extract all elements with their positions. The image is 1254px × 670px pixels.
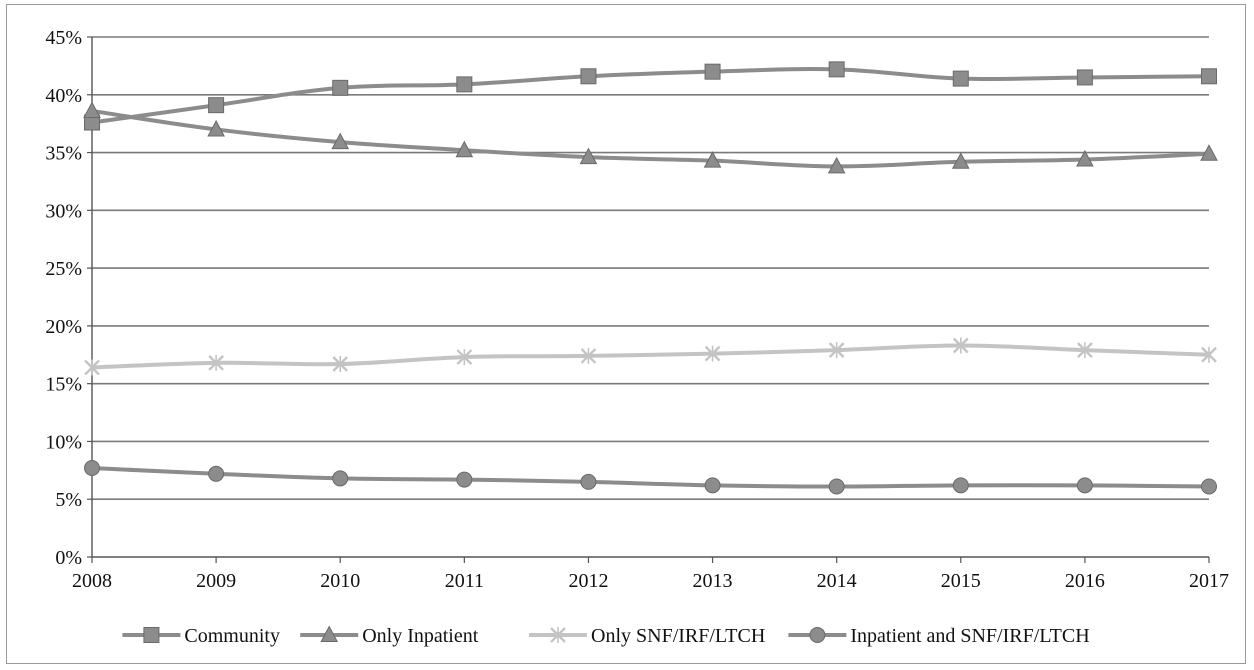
series-line-only-snf-irf-ltch [91, 343, 1210, 370]
series-community [84, 61, 1217, 131]
data-point-only-snf-irf-ltch [828, 342, 845, 359]
data-point-only-inpatient [1200, 144, 1218, 161]
series-layer [83, 61, 1218, 495]
x-tick-label: 2008 [72, 570, 112, 592]
y-tick-label: 30% [45, 200, 82, 222]
x-tick-label: 2016 [1065, 570, 1105, 592]
legend-label: Inpatient and SNF/IRF/LTCH [850, 625, 1089, 647]
data-point-only-inpatient [455, 140, 474, 158]
legend-label: Only Inpatient [362, 625, 479, 647]
series-inpatient-and-snf-irf-ltch [84, 460, 1217, 495]
legend-item-community: Community [122, 625, 280, 647]
data-point-inpatient-and-snf-irf-ltch [580, 473, 597, 490]
series-line-community [91, 67, 1210, 125]
x-tick-label: 2013 [693, 570, 733, 592]
data-point-only-snf-irf-ltch [84, 359, 100, 376]
data-point-community [1201, 68, 1217, 85]
data-point-inpatient-and-snf-irf-ltch [1201, 478, 1217, 495]
data-point-inpatient-and-snf-irf-ltch [332, 470, 349, 487]
series-only-snf-irf-ltch [84, 337, 1217, 376]
y-tick-label: 0% [55, 547, 82, 569]
y-tick-label: 40% [45, 85, 82, 107]
chart-frame [6, 4, 1246, 664]
data-point-only-snf-irf-ltch [456, 349, 473, 366]
data-point-inpatient-and-snf-irf-ltch [704, 477, 721, 494]
data-point-only-snf-irf-ltch [1201, 346, 1217, 363]
data-point-inpatient-and-snf-irf-ltch [456, 471, 473, 488]
legend-marker-only-snf-irf-ltch [550, 627, 566, 643]
y-tick-labels: 0% 5% 10% 15% 20% 25% 30% 35% 40% 45% [45, 27, 82, 569]
data-point-only-inpatient [703, 151, 722, 168]
data-point-inpatient-and-snf-irf-ltch [828, 478, 845, 495]
data-point-only-inpatient [207, 119, 225, 137]
data-point-only-snf-irf-ltch [952, 337, 969, 354]
data-point-community [332, 79, 349, 96]
data-point-only-inpatient [579, 147, 598, 165]
x-tick-label: 2011 [445, 570, 484, 592]
data-point-only-inpatient [83, 101, 101, 118]
legend: Community Only Inpatient Only SNF/IRF/LTCH… [122, 625, 1090, 647]
data-point-only-inpatient [1076, 149, 1094, 167]
data-point-only-snf-irf-ltch [704, 345, 721, 362]
legend-label: Community [184, 625, 280, 647]
y-tick-label: 5% [55, 489, 82, 511]
data-point-community [704, 63, 721, 80]
data-point-community [580, 68, 597, 85]
x-tick-label: 2015 [941, 570, 981, 592]
series-only-inpatient [83, 101, 1218, 174]
data-point-community [456, 76, 473, 93]
x-tick-label: 2014 [817, 570, 857, 592]
data-point-only-inpatient [331, 132, 350, 150]
x-tick-label: 2012 [568, 570, 608, 592]
y-tick-label: 35% [45, 143, 82, 165]
data-point-only-snf-irf-ltch [580, 347, 597, 364]
y-tick-label: 10% [45, 431, 82, 453]
data-point-inpatient-and-snf-irf-ltch [84, 460, 100, 477]
data-point-community [208, 97, 225, 114]
data-point-only-snf-irf-ltch [208, 354, 224, 371]
data-point-only-inpatient [827, 156, 846, 174]
series-line-only-inpatient [91, 108, 1210, 169]
series-line-inpatient-and-snf-irf-ltch [91, 466, 1210, 489]
data-point-only-snf-irf-ltch [332, 356, 349, 373]
x-tick-label: 2009 [196, 570, 236, 592]
x-tick-label: 2010 [320, 570, 360, 592]
legend-item-only-snf-irf-ltch: Only SNF/IRF/LTCH [529, 625, 765, 647]
legend-marker-inpatient-and-snf-irf-ltch [809, 627, 826, 643]
data-point-inpatient-and-snf-irf-ltch [208, 465, 225, 482]
legend-item-inpatient-and-snf-irf-ltch: Inpatient and SNF/IRF/LTCH [788, 625, 1090, 647]
y-tick-label: 25% [45, 258, 82, 280]
legend-item-only-inpatient: Only Inpatient [300, 625, 479, 647]
legend-marker-community [143, 627, 160, 643]
data-point-community [1076, 69, 1093, 86]
data-point-inpatient-and-snf-irf-ltch [1076, 477, 1093, 494]
x-tick-labels: 2008 2009 2010 2011 2012 2013 2014 2015 2016 2017 [72, 570, 1229, 592]
y-tick-label: 45% [45, 27, 82, 49]
data-point-community [828, 61, 845, 78]
grid-lines [92, 36, 1209, 501]
data-point-inpatient-and-snf-irf-ltch [952, 477, 969, 494]
y-tick-label: 15% [45, 374, 82, 396]
data-point-only-snf-irf-ltch [1077, 342, 1093, 359]
legend-label: Only SNF/IRF/LTCH [591, 625, 765, 647]
y-tick-label: 20% [45, 316, 82, 338]
legend-marker-only-inpatient [320, 625, 339, 642]
data-point-community [952, 70, 969, 87]
x-tick-label: 2017 [1189, 570, 1229, 592]
data-point-only-inpatient [951, 152, 970, 169]
